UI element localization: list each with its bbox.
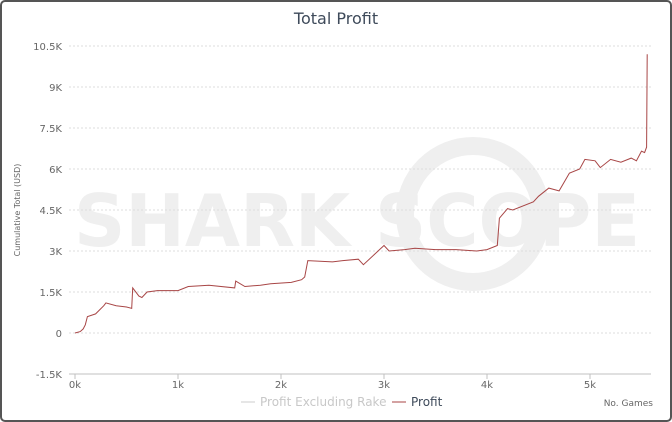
y-axis-label: Cumulative Total (USD): [13, 164, 22, 257]
y-tick-label: 10.5K: [33, 42, 62, 53]
x-tick-label: 5k: [584, 380, 596, 391]
legend-label: Profit: [411, 395, 443, 409]
legend-label: Profit Excluding Rake: [260, 395, 386, 409]
x-tick-label: 4k: [481, 380, 493, 391]
x-tick-label: 3k: [378, 380, 390, 391]
scope-logo-icon: [396, 137, 550, 291]
y-tick-label: 3K: [49, 247, 62, 258]
y-tick-label: 9K: [49, 83, 62, 94]
legend-item-profit[interactable]: Profit: [392, 395, 443, 409]
y-tick-label: -1.5K: [36, 370, 63, 381]
sharkscope-watermark: SHARK SCOPE: [74, 137, 640, 291]
legend: Profit Excluding Rake Profit: [241, 395, 443, 409]
x-tick-label: 2k: [275, 380, 287, 391]
legend-item-profit-excluding-rake[interactable]: Profit Excluding Rake: [241, 395, 386, 409]
y-tick-label: 4.5K: [40, 206, 63, 217]
watermark-text: SHARK SCOPE: [74, 179, 640, 263]
y-tick-label: 1.5K: [40, 288, 63, 299]
x-tick-label: 0k: [69, 380, 81, 391]
x-tick-label: 1k: [172, 380, 184, 391]
y-tick-label: 0: [56, 329, 62, 340]
series-line-profit: [74, 54, 648, 334]
y-tick-label: 7.5K: [40, 124, 63, 135]
chart-title: Total Profit: [293, 9, 378, 28]
x-axis-label: No. Games: [604, 399, 654, 409]
y-tick-label: 6K: [49, 165, 62, 176]
